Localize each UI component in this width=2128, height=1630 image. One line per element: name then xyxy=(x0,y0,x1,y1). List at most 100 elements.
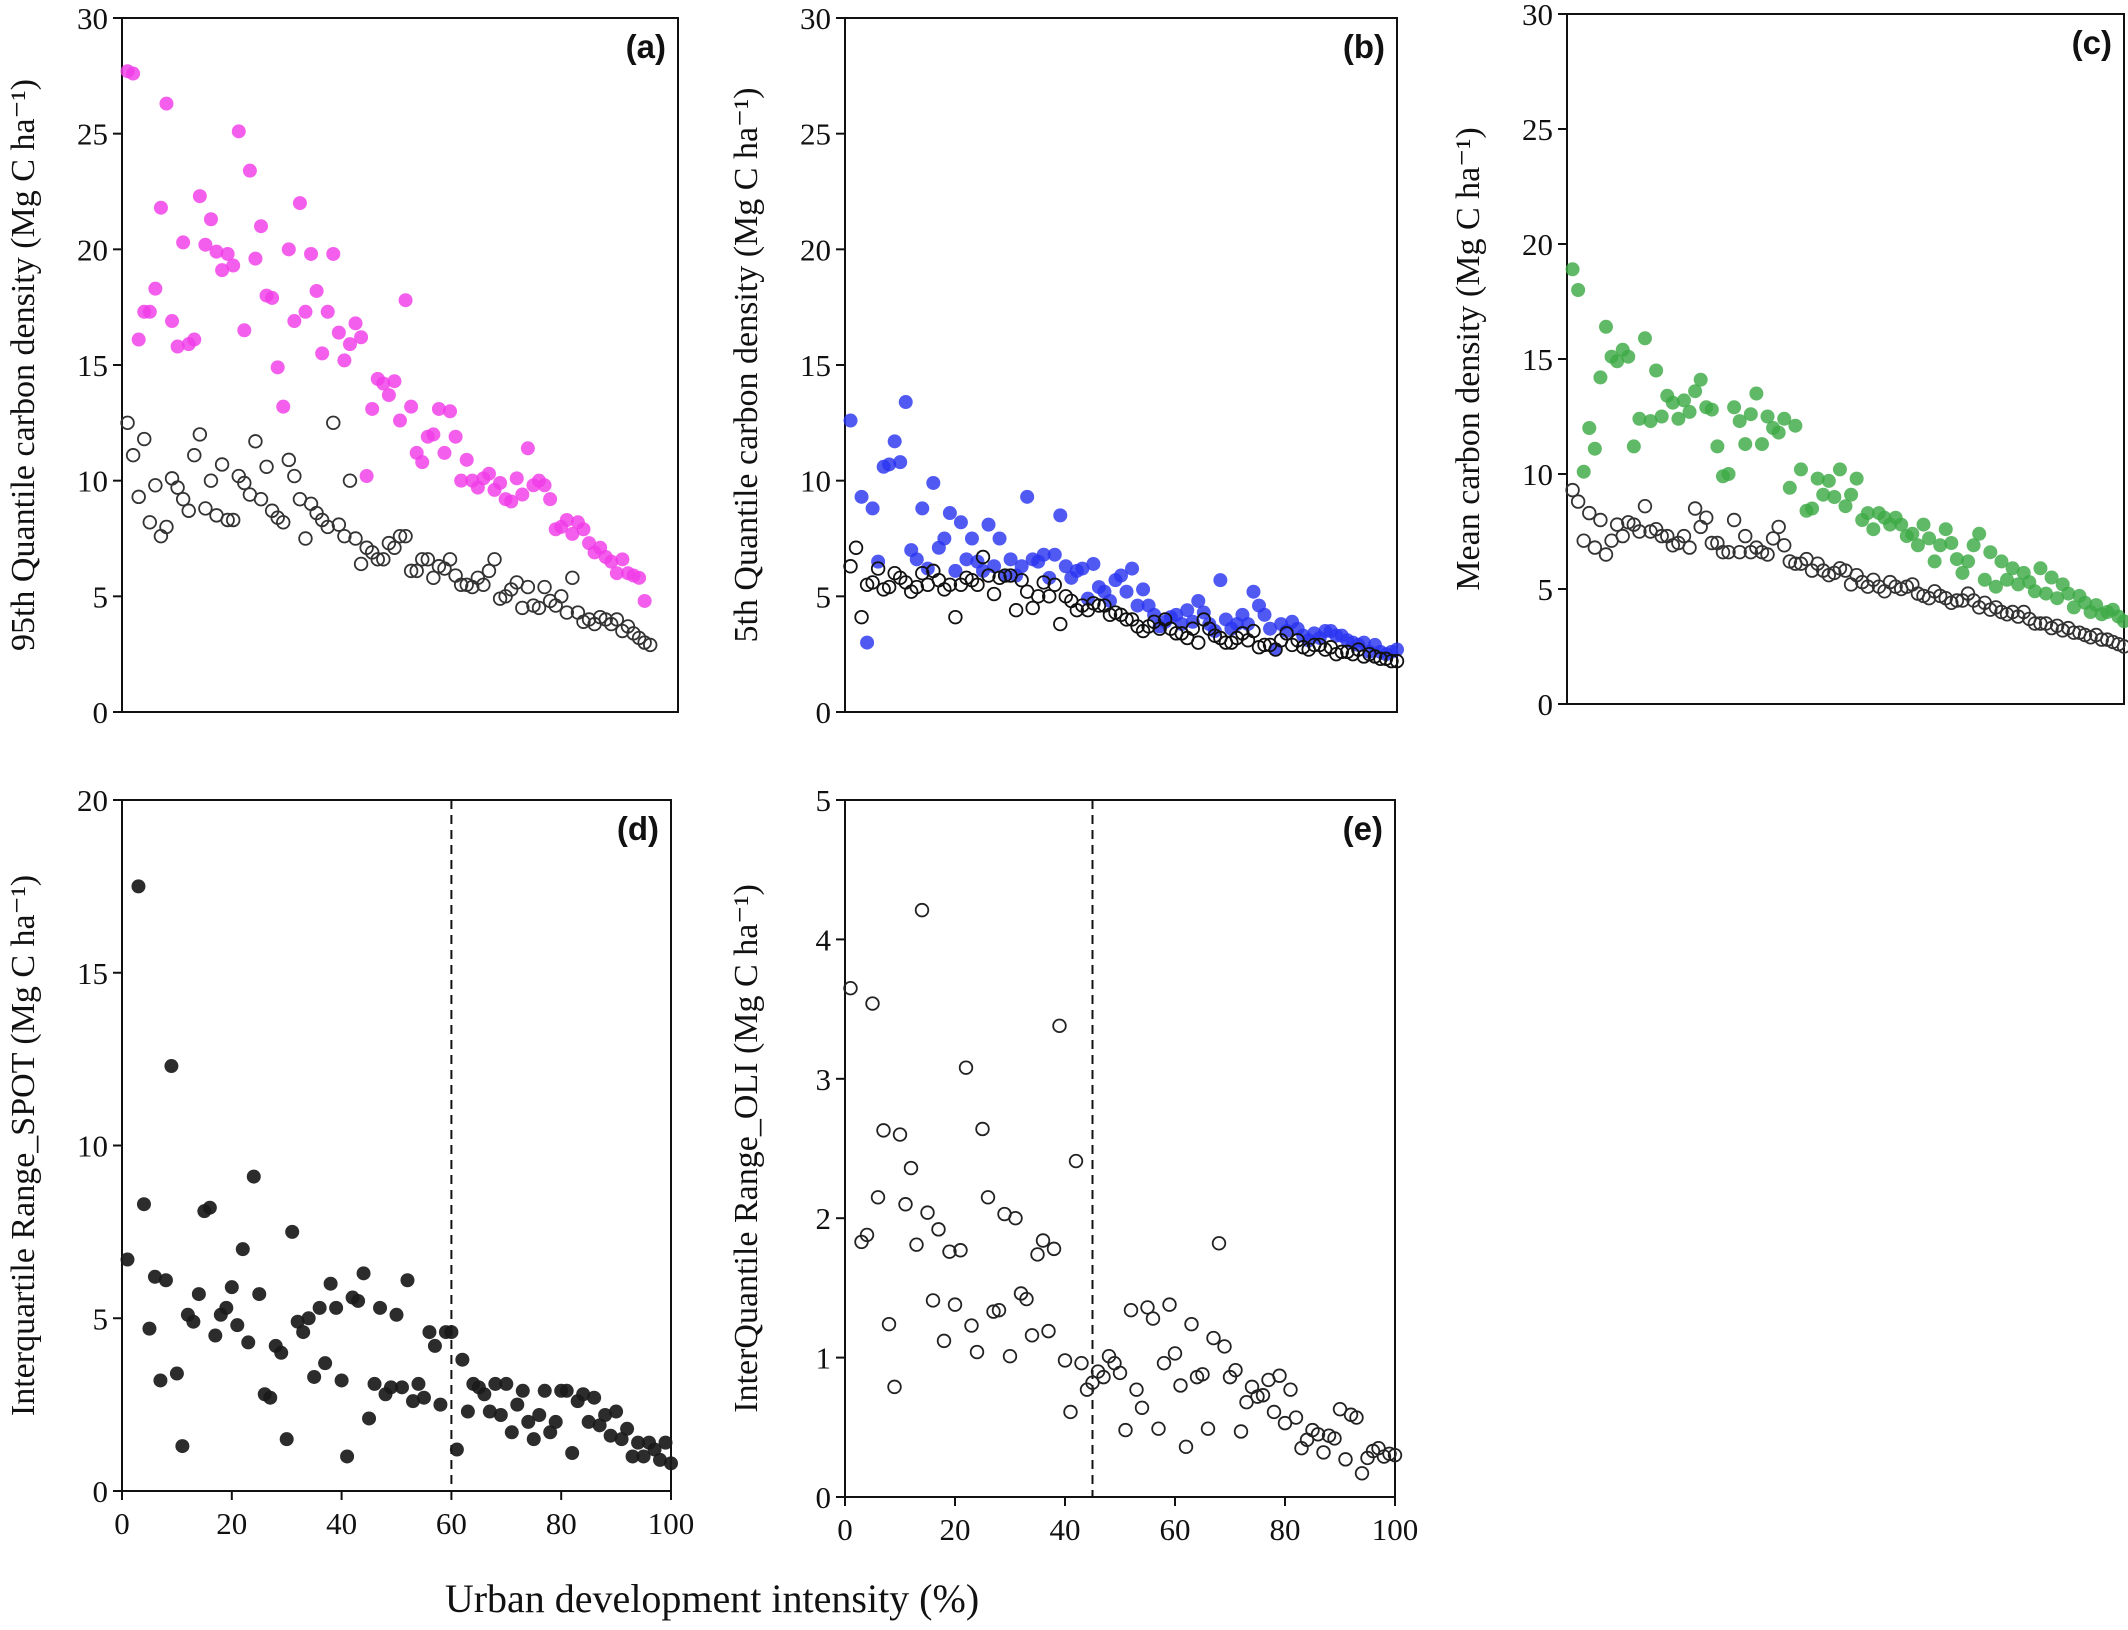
data-point xyxy=(460,1404,475,1419)
data-point xyxy=(1279,626,1294,641)
data-point xyxy=(1682,404,1697,419)
panel-label-c: (c) xyxy=(2072,24,2112,61)
data-point xyxy=(1173,1378,1188,1393)
data-point xyxy=(1123,1303,1139,1318)
x-tick-label-d: 0 xyxy=(114,1506,130,1541)
data-point xyxy=(1571,283,1586,297)
data-point xyxy=(1191,593,1206,608)
data-point xyxy=(903,1160,919,1176)
data-point xyxy=(449,1442,464,1457)
y-axis-title-d: Interquartile Range_SPOT (Mg C ha⁻¹) xyxy=(5,875,42,1416)
data-point xyxy=(636,1449,651,1464)
data-point xyxy=(1052,1018,1067,1034)
data-point xyxy=(147,1269,162,1284)
data-point xyxy=(220,512,235,528)
data-point xyxy=(1821,473,1836,488)
x-tick-label-d: 20 xyxy=(216,1506,247,1541)
data-point xyxy=(620,1421,635,1436)
data-point xyxy=(526,1432,541,1447)
data-point xyxy=(1112,1365,1128,1381)
data-point xyxy=(443,404,458,419)
data-point xyxy=(2094,632,2109,647)
data-point xyxy=(1025,600,1040,616)
data-point xyxy=(531,600,547,616)
data-point xyxy=(1008,1210,1023,1226)
data-point xyxy=(1715,545,1731,560)
data-point xyxy=(422,1325,437,1340)
data-point xyxy=(1074,1355,1089,1371)
data-point xyxy=(843,980,858,996)
data-point xyxy=(559,605,575,620)
data-point xyxy=(1598,319,1613,334)
data-point xyxy=(476,577,491,592)
data-point xyxy=(964,531,979,546)
y-tick-label-b: 10 xyxy=(800,464,831,499)
series-c-2 xyxy=(1565,482,2128,654)
data-point xyxy=(1114,568,1128,583)
data-point xyxy=(287,314,302,329)
data-point xyxy=(986,1304,1001,1319)
data-point xyxy=(2011,577,2026,592)
data-point xyxy=(1096,1369,1111,1385)
data-point xyxy=(376,552,391,567)
y-tick-label-a: 30 xyxy=(77,1,108,36)
data-point xyxy=(259,459,274,474)
data-point xyxy=(859,1227,875,1243)
data-point xyxy=(942,506,957,521)
data-point xyxy=(920,1205,935,1220)
data-point xyxy=(521,1414,536,1429)
data-point xyxy=(1272,1368,1287,1383)
data-point xyxy=(1118,1422,1133,1438)
y-tick-label-a: 20 xyxy=(77,232,108,267)
panel-d: 0 5 10 15 20 0 20 40 60 80 100 Interquartile Range_… xyxy=(5,783,694,1541)
data-point xyxy=(387,540,402,555)
data-point xyxy=(1777,411,1792,426)
data-point xyxy=(1676,528,1692,544)
data-point xyxy=(948,563,963,578)
data-point xyxy=(1704,402,1719,417)
data-point xyxy=(1162,1297,1177,1312)
data-point xyxy=(1637,331,1652,346)
data-point xyxy=(381,388,396,403)
x-tick-label-d: 40 xyxy=(326,1506,357,1541)
data-point xyxy=(1030,1247,1045,1262)
data-point xyxy=(520,441,535,456)
data-point xyxy=(1765,531,1781,546)
data-point xyxy=(1721,467,1736,481)
data-point xyxy=(1910,538,1925,553)
data-point xyxy=(958,1060,974,1075)
data-point xyxy=(1354,1466,1370,1481)
y-tick-label-b: 30 xyxy=(800,1,831,36)
data-point xyxy=(1615,528,1630,544)
data-point xyxy=(1156,1355,1172,1371)
data-point xyxy=(1704,535,1720,551)
data-point xyxy=(1390,642,1404,657)
y-tick-label-c: 25 xyxy=(1522,112,1553,147)
data-point xyxy=(1036,547,1051,562)
data-point xyxy=(1024,1328,1040,1343)
data-point xyxy=(1316,1445,1331,1460)
data-point xyxy=(1654,409,1669,424)
data-point xyxy=(1136,582,1151,597)
data-point xyxy=(1565,482,1580,498)
x-tick-label-e: 20 xyxy=(940,1512,971,1547)
data-point xyxy=(1844,487,1859,502)
data-point xyxy=(318,1356,333,1371)
data-point xyxy=(1699,510,1714,525)
data-point xyxy=(1003,552,1018,567)
data-point xyxy=(279,1432,294,1447)
panel-e: 0 1 2 3 4 5 0 20 40 60 80 100 InterQuantile Range_OL… xyxy=(728,783,1418,1547)
x-tick-label-e: 80 xyxy=(1270,1512,1301,1547)
data-point xyxy=(2005,561,2020,576)
data-point xyxy=(398,293,413,308)
data-point xyxy=(1676,393,1691,408)
data-point xyxy=(376,376,391,391)
data-point xyxy=(1206,1330,1221,1346)
data-point xyxy=(2050,591,2065,606)
data-point xyxy=(241,1335,256,1350)
data-point xyxy=(992,531,1007,546)
data-point xyxy=(1832,462,1847,477)
data-point xyxy=(1788,418,1803,433)
y-tick-label-e: 2 xyxy=(816,1201,832,1236)
